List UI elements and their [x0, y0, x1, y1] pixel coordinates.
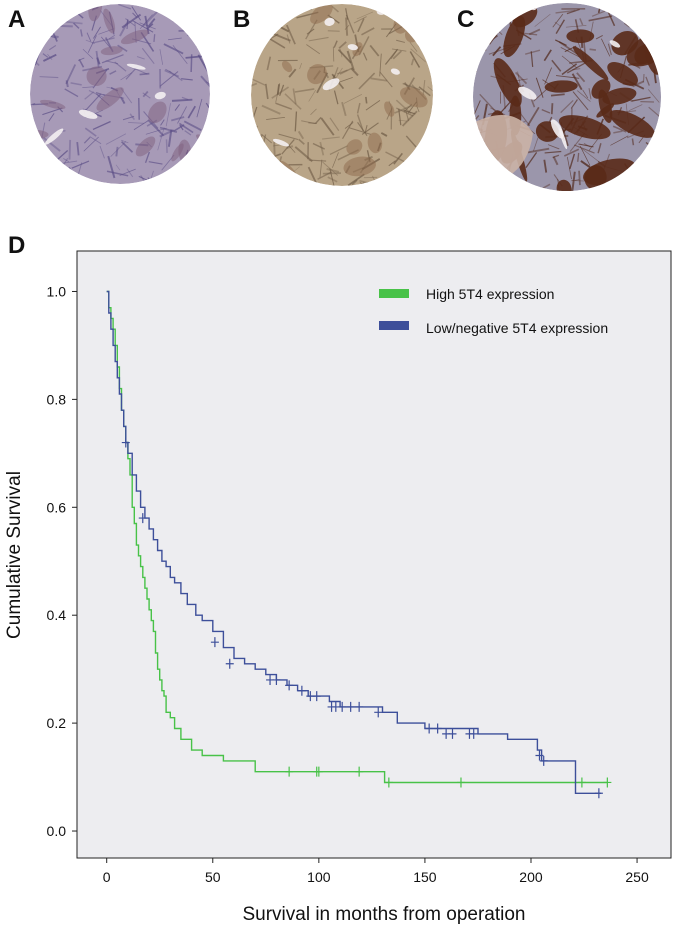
- legend-label-high: High 5T4 expression: [426, 286, 554, 302]
- tissue-core-image-c: [473, 3, 661, 191]
- plot-area: [76, 250, 672, 859]
- x-tick-label: 50: [205, 869, 221, 885]
- censor-mark-high: [285, 766, 294, 777]
- y-tick-label: 1.0: [47, 283, 67, 299]
- censor-mark-low: [469, 728, 478, 739]
- censor-mark-low: [138, 513, 147, 524]
- y-axis-title: Cumulative Survival: [4, 471, 25, 639]
- censor-mark-low: [535, 750, 544, 761]
- censor-mark-high: [456, 777, 465, 788]
- legend-swatch-high: [379, 289, 409, 298]
- censor-mark-low: [355, 701, 364, 712]
- panel-label-a: A: [8, 6, 26, 33]
- axis-ticks: 0 50 100 150 200 250 0.0 0.2 0.4 0.6 0.8 1.0: [47, 283, 649, 885]
- censor-mark-low: [448, 728, 457, 739]
- x-tick-label: 100: [307, 869, 331, 885]
- censor-mark-low: [285, 680, 294, 691]
- legend: High 5T4 expression Low/negative 5T4 exp…: [379, 286, 608, 336]
- censor-mark-low: [312, 691, 321, 702]
- censor-mark-high: [314, 766, 323, 777]
- legend-label-low: Low/negative 5T4 expression: [426, 320, 608, 336]
- series-line-low: [106, 290, 601, 794]
- y-tick-label: 0.6: [47, 499, 67, 515]
- censor-mark-low: [272, 674, 281, 685]
- censor-mark-low: [433, 723, 442, 734]
- censor-mark-low: [346, 701, 355, 712]
- censor-mark-high: [355, 766, 364, 777]
- censor-mark-low: [297, 685, 306, 696]
- y-tick-label: 0.4: [47, 607, 67, 623]
- panel-label-d: D: [8, 232, 26, 259]
- censor-mark-high: [603, 777, 612, 788]
- y-tick-label: 0.2: [47, 715, 67, 731]
- censor-mark-high: [577, 777, 586, 788]
- x-tick-label: 200: [519, 869, 543, 885]
- series-group: [106, 290, 612, 799]
- censor-mark-low: [210, 637, 219, 648]
- censor-mark-low: [425, 723, 434, 734]
- x-axis-title: Survival in months from operation: [242, 904, 525, 925]
- legend-swatch-low: [379, 321, 409, 330]
- tissue-core-image-b: [251, 4, 433, 186]
- y-tick-label: 0.0: [47, 823, 67, 839]
- censor-mark-high: [384, 777, 393, 788]
- censor-mark-low: [121, 437, 130, 448]
- panel-label-c: C: [457, 6, 475, 33]
- x-tick-label: 250: [625, 869, 649, 885]
- panel-label-b: B: [233, 6, 251, 33]
- x-tick-label: 0: [103, 869, 111, 885]
- censor-mark-low: [539, 755, 548, 766]
- censor-mark-low: [225, 658, 234, 669]
- x-tick-label: 150: [413, 869, 437, 885]
- censor-mark-low: [338, 701, 347, 712]
- censor-mark-low: [374, 707, 383, 718]
- censor-mark-low: [594, 788, 603, 799]
- y-tick-label: 0.8: [47, 391, 67, 407]
